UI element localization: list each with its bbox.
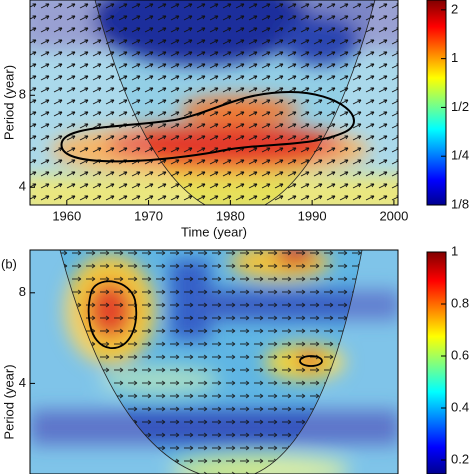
plot-frame (29, 249, 399, 474)
colorbar-tick-label: 1 (451, 50, 458, 65)
colorbar-tick-label: 1/8 (451, 196, 469, 211)
colorbar-tick-label: 0.2 (451, 451, 469, 466)
colorbar-a (427, 0, 446, 205)
colorbar-tick-label: 2 (451, 1, 458, 16)
colorbar-tick-label: 1 (451, 243, 458, 258)
y-tick-label: 8 (19, 284, 26, 299)
colorbar-tick-label: 1/4 (451, 148, 469, 163)
y-tick-label: 8 (19, 87, 26, 102)
colorbar-tick-label: 0.8 (451, 295, 469, 310)
y-tick-label: 4 (19, 179, 26, 194)
heatmap-b (30, 250, 398, 474)
colorbar-tick-label: 1/2 (451, 99, 469, 114)
colorbar-b (427, 252, 446, 474)
x-tick-label: 1980 (216, 208, 245, 223)
colorbar-tick-label: 0.4 (451, 399, 469, 414)
colorbar-frame (426, 0, 447, 206)
y-axis-label: Period (year) (1, 65, 16, 140)
x-tick-label: 1960 (52, 208, 81, 223)
x-tick-label: 1990 (298, 208, 327, 223)
panel-label: (b) (1, 256, 17, 271)
colorbar-tick-label: 0.6 (451, 347, 469, 362)
heatmap-a (30, 0, 398, 205)
x-tick-label: 2000 (379, 208, 408, 223)
y-axis-label: Period (year) (1, 364, 16, 439)
x-axis-label: Time (year) (181, 224, 247, 239)
y-tick-label: 4 (19, 375, 26, 390)
plot-frame (29, 0, 399, 206)
colorbar-frame (426, 251, 447, 474)
x-tick-label: 1970 (134, 208, 163, 223)
